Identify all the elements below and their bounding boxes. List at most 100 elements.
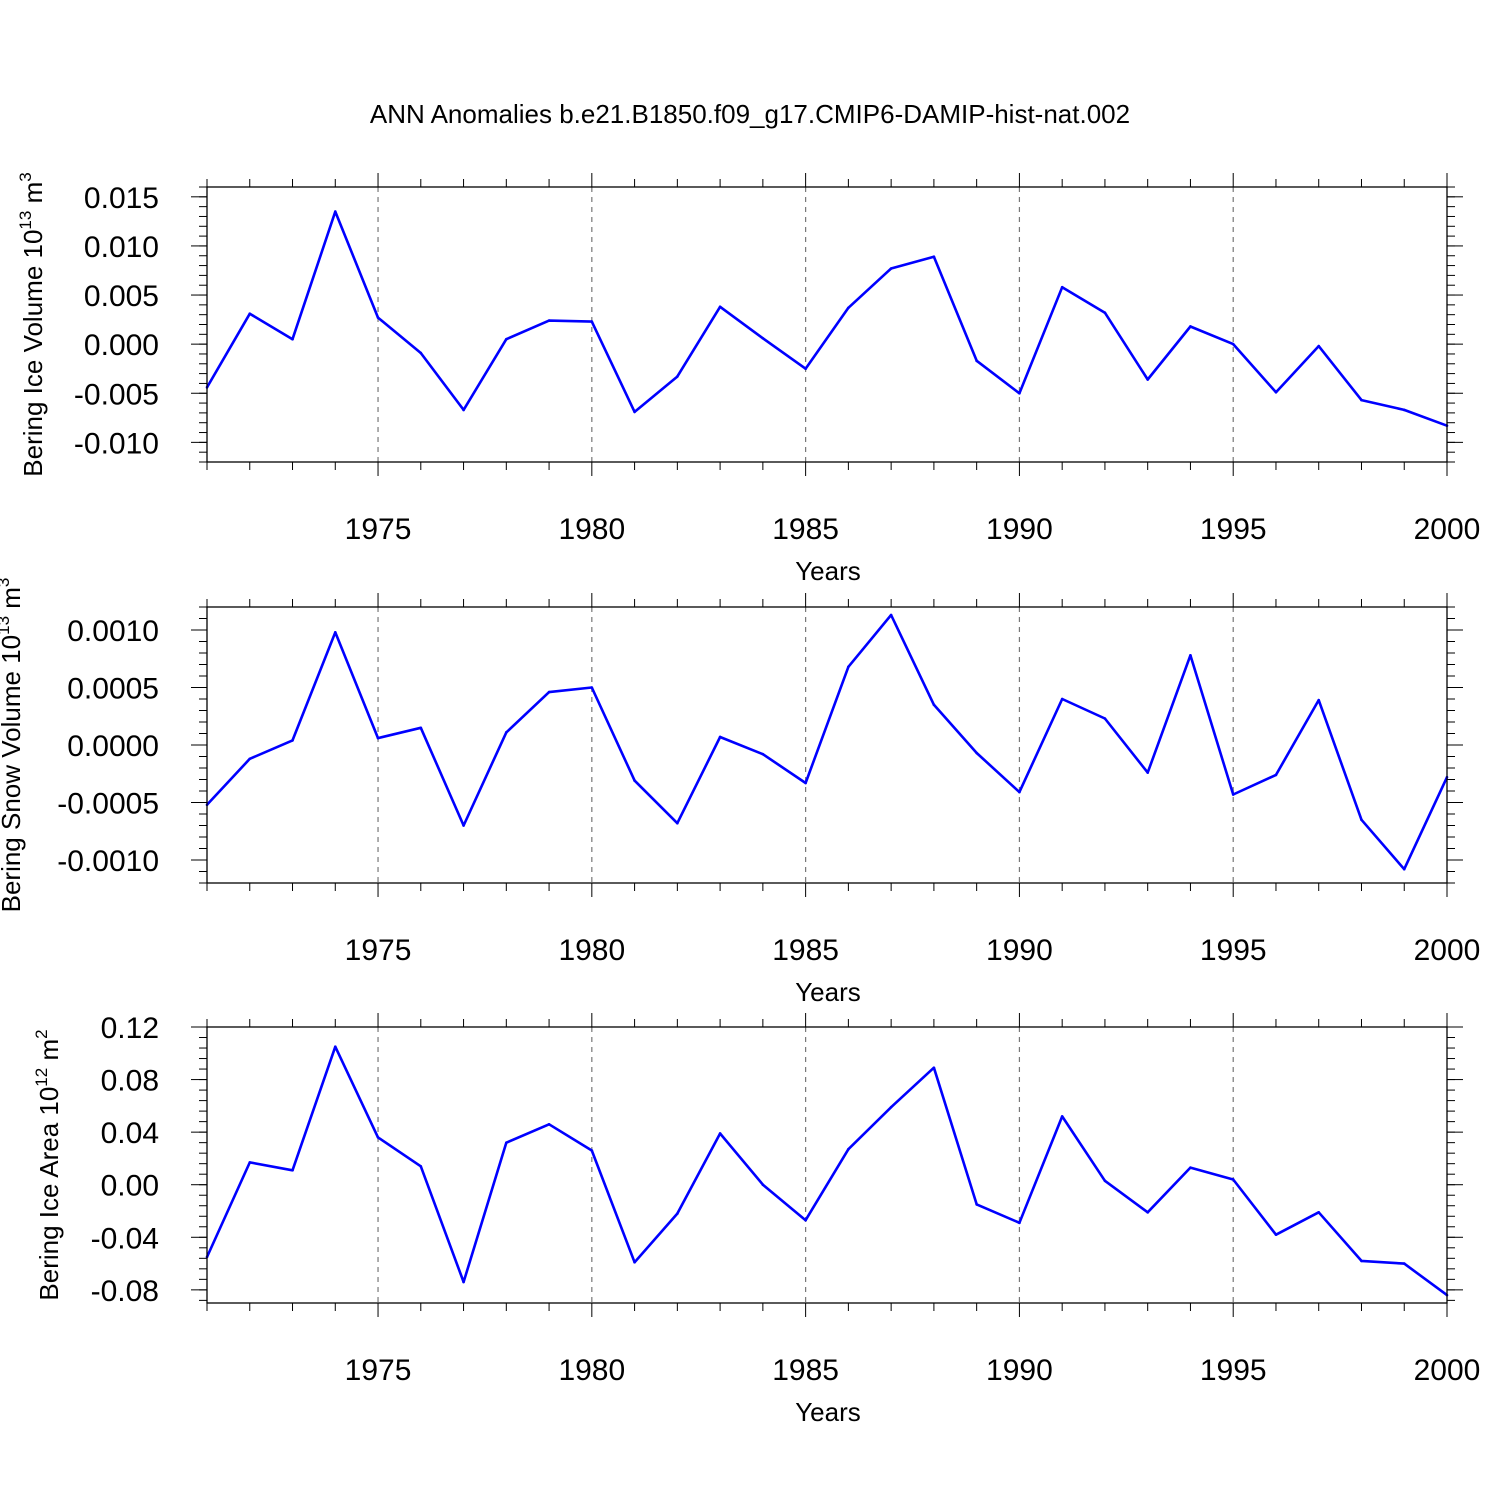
data-point: [718, 305, 722, 309]
data-point: [804, 781, 807, 785]
data-point: [932, 703, 936, 707]
y-axis-label: Bering Ice Area 1012 m2: [32, 1029, 64, 1300]
y-tick-label: -0.08: [91, 1275, 159, 1308]
data-point: [376, 1136, 380, 1139]
data-point: [761, 1183, 765, 1187]
data-point: [932, 1066, 936, 1070]
figure-title: ANN Anomalies b.e21.B1850.f09_g17.CMIP6-…: [370, 99, 1130, 129]
y-tick-label: 0.08: [101, 1065, 159, 1098]
data-point: [889, 1105, 893, 1109]
data-point: [676, 375, 679, 378]
data-point: [633, 410, 636, 414]
data-point: [1060, 285, 1064, 289]
x-tick-label: 1995: [1200, 1354, 1267, 1387]
data-point: [761, 336, 765, 340]
data-point: [1146, 1211, 1149, 1214]
x-tick-label: 1985: [772, 513, 839, 546]
data-point: [1317, 1211, 1321, 1214]
y-tick-label: 0.015: [84, 182, 159, 215]
data-point: [1189, 654, 1192, 657]
data-point: [889, 613, 893, 617]
data-point: [1146, 378, 1149, 381]
data-point: [1360, 398, 1363, 402]
data-point: [462, 408, 465, 412]
data-point: [1231, 793, 1235, 796]
data-point: [804, 1218, 807, 1222]
data-point: [1103, 717, 1107, 720]
y-tick-label: 0.0005: [67, 673, 159, 706]
data-point: [547, 1122, 551, 1126]
data-point: [676, 1212, 679, 1215]
data-point: [505, 1141, 508, 1144]
data-point: [847, 665, 850, 669]
y-tick-label: 0.0010: [67, 615, 159, 648]
y-axis-label: Bering Snow Volume 1013 m3: [0, 578, 26, 913]
data-point: [847, 1147, 850, 1151]
data-point: [291, 337, 294, 341]
x-tick-label: 1990: [986, 934, 1053, 967]
chart-panel-3: -0.08 -0.04 0.00 0.04 0.08 0.12 1975 1980 1985 19…: [32, 1012, 1480, 1427]
data-point: [419, 351, 423, 355]
data-point: [590, 320, 594, 323]
data-point: [676, 821, 679, 825]
data-point: [975, 751, 978, 755]
y-tick-label: -0.0010: [57, 845, 159, 878]
data-point: [1189, 325, 1192, 328]
data-point: [376, 736, 380, 740]
x-tick-label: 2000: [1414, 934, 1481, 967]
data-point: [889, 267, 893, 270]
x-tick-label: 1985: [772, 934, 839, 967]
data-point: [376, 316, 380, 319]
x-tick-label: 1990: [986, 1354, 1053, 1387]
chart-panel-2: -0.0010 -0.0005 0.0000 0.0005 0.0010 1975 1980…: [0, 578, 1480, 1007]
y-axis-label: Bering Ice Volume 1013 m3: [16, 172, 48, 476]
y-tick-label: -0.04: [91, 1222, 159, 1255]
data-point: [333, 631, 337, 634]
x-tick-label: 1980: [558, 513, 625, 546]
data-point: [804, 367, 807, 370]
data-point: [718, 1132, 722, 1135]
x-tick-label: 1995: [1200, 513, 1267, 546]
data-point: [847, 306, 850, 310]
y-tick-label: 0.12: [101, 1012, 159, 1045]
data-point: [1402, 408, 1406, 412]
data-point: [462, 1280, 465, 1284]
data-point: [1317, 698, 1321, 702]
x-tick-label: 2000: [1414, 513, 1481, 546]
data-point: [547, 690, 551, 694]
data-point: [633, 779, 636, 782]
x-tick-label: 1980: [558, 934, 625, 967]
data-point: [1274, 1233, 1278, 1236]
data-point: [1231, 342, 1235, 346]
data-point: [590, 686, 594, 689]
data-point: [590, 1149, 594, 1152]
data-point: [1018, 1221, 1021, 1225]
data-point: [547, 319, 551, 322]
x-tick-label: 1985: [772, 1354, 839, 1387]
data-point: [1231, 1178, 1235, 1181]
x-tick-label: 1995: [1200, 934, 1267, 967]
x-tick-label: 1975: [345, 934, 412, 967]
y-tick-label: 0.000: [84, 329, 159, 362]
data-point: [1018, 391, 1021, 395]
plot-frame: [206, 606, 1448, 884]
data-point: [975, 359, 978, 363]
data-point: [1146, 771, 1149, 774]
data-point: [932, 255, 936, 259]
data-point: [1103, 1179, 1107, 1183]
y-tick-label: -0.005: [74, 378, 159, 411]
data-point: [1060, 1115, 1064, 1118]
x-axis-label: Years: [795, 977, 861, 1007]
data-point: [248, 312, 252, 315]
data-point: [505, 731, 508, 734]
data-point: [1018, 790, 1021, 794]
data-point: [419, 1165, 423, 1168]
data-point: [419, 726, 423, 730]
data-point: [333, 1045, 337, 1049]
y-tick-label: 0.04: [101, 1117, 159, 1150]
data-point: [1402, 867, 1406, 871]
data-point: [1402, 1262, 1406, 1265]
x-axis-label: Years: [795, 556, 861, 586]
